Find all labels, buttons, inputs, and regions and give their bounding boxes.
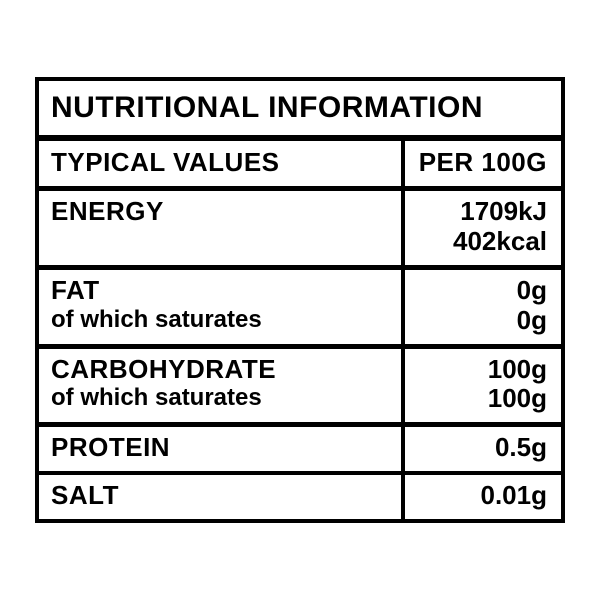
row-carbohydrate-value: 100g 100g	[401, 349, 561, 423]
panel-title: NUTRITIONAL INFORMATION	[39, 81, 561, 141]
row-salt-label: SALT	[39, 475, 401, 519]
value-line: 100g	[417, 384, 547, 414]
value-line: 402kcal	[417, 227, 547, 257]
nutrition-panel: NUTRITIONAL INFORMATION TYPICAL VALUES P…	[35, 77, 565, 523]
value-line: 100g	[417, 355, 547, 385]
header-right: PER 100G	[401, 141, 561, 186]
row-protein-value: 0.5g	[401, 427, 561, 471]
row-fat: FAT of which saturates 0g 0g	[39, 270, 561, 349]
row-carbohydrate-label: CARBOHYDRATE of which saturates	[39, 349, 401, 423]
label-main: CARBOHYDRATE	[51, 355, 389, 385]
label-sub: of which saturates	[51, 384, 389, 412]
row-salt: SALT 0.01g	[39, 475, 561, 519]
header-left: TYPICAL VALUES	[39, 141, 401, 186]
label-main: PROTEIN	[51, 433, 389, 463]
row-energy-value: 1709kJ 402kcal	[401, 191, 561, 265]
value-line: 0g	[417, 306, 547, 336]
row-fat-label: FAT of which saturates	[39, 270, 401, 344]
label-sub: of which saturates	[51, 306, 389, 334]
row-protein: PROTEIN 0.5g	[39, 427, 561, 475]
row-energy: ENERGY 1709kJ 402kcal	[39, 191, 561, 270]
row-fat-value: 0g 0g	[401, 270, 561, 344]
label-main: SALT	[51, 481, 389, 511]
value-line: 1709kJ	[417, 197, 547, 227]
row-salt-value: 0.01g	[401, 475, 561, 519]
row-carbohydrate: CARBOHYDRATE of which saturates 100g 100…	[39, 349, 561, 428]
value-line: 0.5g	[417, 433, 547, 463]
label-main: ENERGY	[51, 197, 389, 227]
row-protein-label: PROTEIN	[39, 427, 401, 471]
value-line: 0g	[417, 276, 547, 306]
header-row: TYPICAL VALUES PER 100G	[39, 141, 561, 191]
value-line: 0.01g	[417, 481, 547, 511]
row-energy-label: ENERGY	[39, 191, 401, 265]
label-main: FAT	[51, 276, 389, 306]
